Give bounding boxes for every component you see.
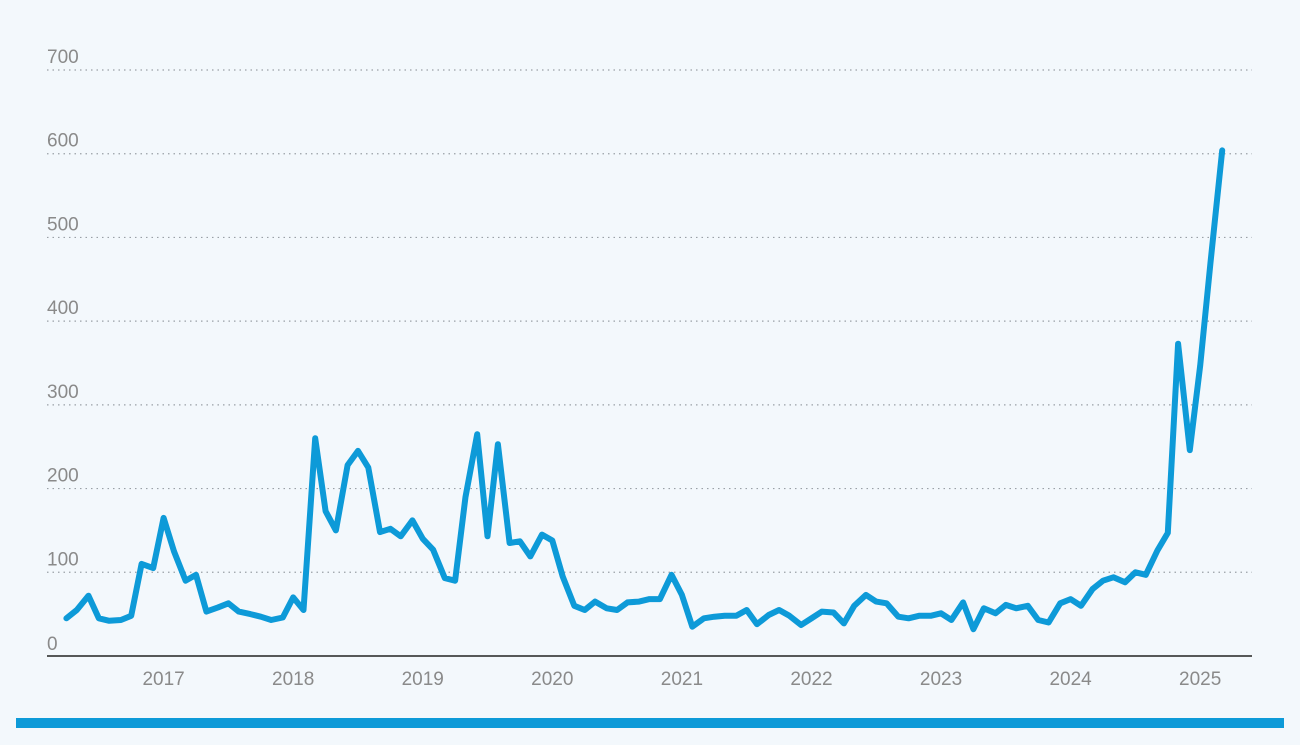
grid-lines bbox=[47, 69, 1252, 573]
y-axis-ticks: 0 100 200 300 400 500 600 700 bbox=[47, 47, 79, 655]
y-tick-label-500: 500 bbox=[47, 214, 79, 235]
x-tick-label-2017: 2017 bbox=[142, 669, 184, 690]
series-layer bbox=[63, 147, 1226, 633]
x-tick-label-2020: 2020 bbox=[531, 669, 573, 690]
y-tick-label-0: 0 bbox=[47, 634, 58, 655]
x-tick-label-2022: 2022 bbox=[790, 669, 832, 690]
y-tick-label-300: 300 bbox=[47, 382, 79, 403]
y-tick-label-400: 400 bbox=[47, 298, 79, 319]
x-tick-label-2018: 2018 bbox=[272, 669, 314, 690]
series-line-0 bbox=[63, 147, 1226, 633]
x-tick-label-2025: 2025 bbox=[1179, 669, 1221, 690]
y-tick-label-600: 600 bbox=[47, 131, 79, 152]
y-tick-label-200: 200 bbox=[47, 466, 79, 487]
bottom-accent-bar bbox=[16, 718, 1284, 728]
x-tick-label-2021: 2021 bbox=[661, 669, 703, 690]
x-axis-ticks: 2017 2018 2019 2020 2021 2022 2023 2024 2025 bbox=[142, 669, 1221, 690]
x-tick-label-2023: 2023 bbox=[920, 669, 962, 690]
y-tick-label-100: 100 bbox=[47, 549, 79, 570]
y-tick-label-700: 700 bbox=[47, 47, 79, 68]
x-tick-label-2024: 2024 bbox=[1049, 669, 1092, 690]
x-tick-label-2019: 2019 bbox=[402, 669, 444, 690]
